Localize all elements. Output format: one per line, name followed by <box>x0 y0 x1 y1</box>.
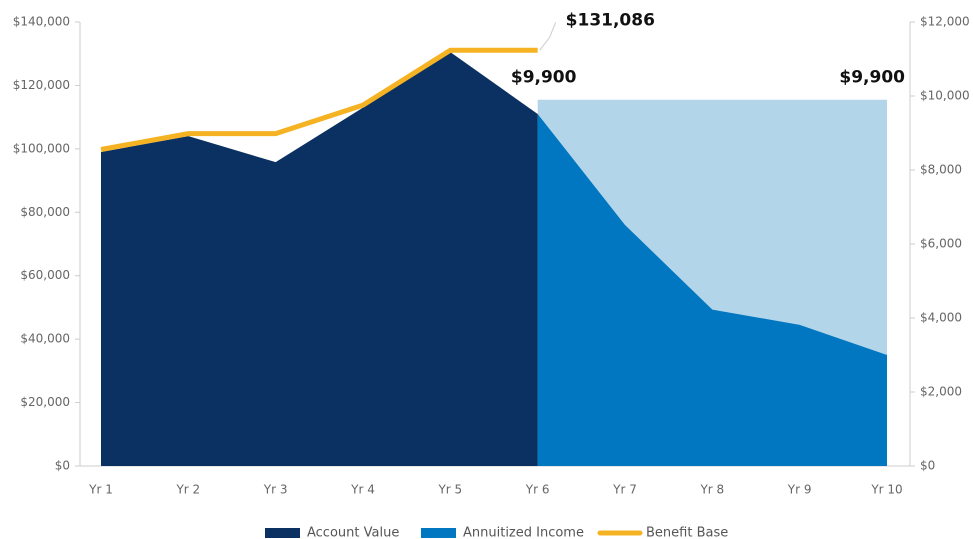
y2-tick-label: $6,000 <box>920 237 962 251</box>
x-tick-label: Yr 7 <box>612 483 637 497</box>
y-tick-label: $20,000 <box>20 395 70 409</box>
y2-tick-label: $8,000 <box>920 163 962 177</box>
data-label: $131,086 <box>566 10 655 30</box>
x-tick-label: Yr 10 <box>870 483 902 497</box>
line <box>100 47 538 152</box>
y2-tick-label: $12,000 <box>920 15 970 29</box>
legend-swatch <box>421 528 456 538</box>
legend-label: Account Value <box>307 526 399 539</box>
x-tick-label: Yr 4 <box>350 483 375 497</box>
y-tick-label: $40,000 <box>20 332 70 346</box>
y-tick-label: $80,000 <box>20 205 70 219</box>
y2-tick-label: $10,000 <box>920 89 970 103</box>
x-tick-label: Yr 6 <box>525 483 550 497</box>
x-tick-label: Yr 8 <box>699 483 724 497</box>
y-tick-label: $140,000 <box>13 15 70 29</box>
area <box>537 113 887 466</box>
y-tick-label: $100,000 <box>13 141 70 155</box>
data-label: $9,900 <box>511 68 577 88</box>
data-label: $9,900 <box>839 68 905 88</box>
x-tick-label: Yr 5 <box>437 483 462 497</box>
x-tick-label: Yr 2 <box>175 483 200 497</box>
legend-swatch <box>265 528 300 538</box>
x-tick-label: Yr 9 <box>787 483 812 497</box>
y-tick-label: $0 <box>55 459 70 473</box>
y-tick-label: $60,000 <box>20 268 70 282</box>
y2-tick-label: $4,000 <box>920 311 962 325</box>
legend-label: Benefit Base <box>646 526 728 539</box>
x-tick-label: Yr 1 <box>88 483 113 497</box>
x-tick-label: Yr 3 <box>263 483 288 497</box>
legend-label: Annuitized Income <box>463 526 584 539</box>
y2-tick-label: $2,000 <box>920 385 962 399</box>
callout-line <box>539 22 557 51</box>
y-tick-label: $120,000 <box>13 78 70 92</box>
y2-tick-label: $0 <box>920 459 935 473</box>
area <box>101 52 538 466</box>
